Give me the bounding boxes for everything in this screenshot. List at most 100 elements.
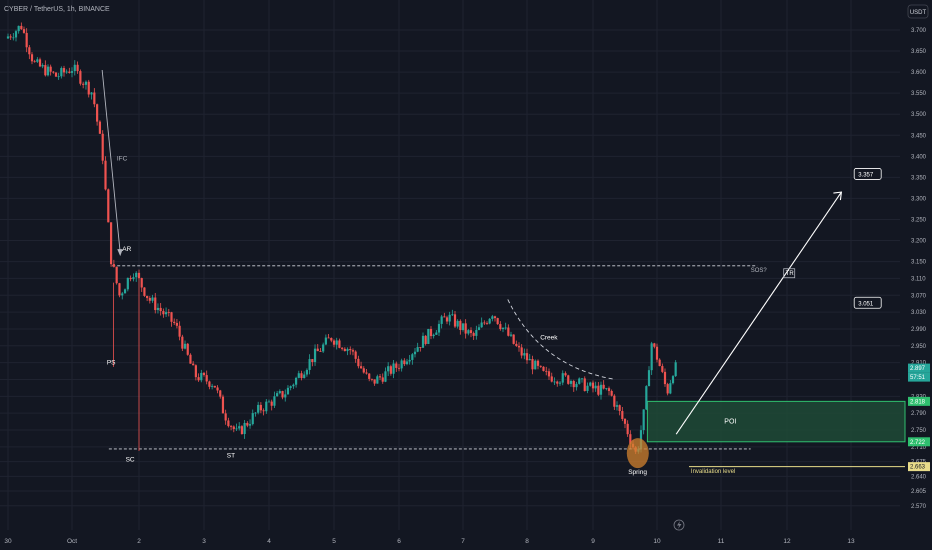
candle-body (254, 412, 257, 414)
lightning-glyph (677, 521, 682, 529)
candle-body (475, 329, 478, 336)
candle-body (54, 72, 58, 77)
price-tick-15: 2.990 (911, 327, 927, 333)
candle-body (25, 32, 28, 48)
candle-body (421, 335, 425, 348)
date-tick-7: 7 (461, 538, 465, 545)
candle-body (504, 327, 507, 329)
candle-body (411, 354, 414, 360)
label-sos: SOS? (751, 268, 768, 274)
candle-body (550, 376, 553, 382)
candle-body (575, 383, 578, 388)
spring-marker[interactable] (626, 438, 649, 469)
candle-body (330, 337, 333, 341)
price-tick-21: 2.750 (911, 428, 927, 434)
price-tick-4: 3.500 (911, 112, 927, 118)
price-tick-10: 3.200 (911, 239, 927, 245)
candle-body (534, 360, 537, 370)
date-tick-5: 5 (332, 538, 336, 545)
currency-badge[interactable] (907, 4, 929, 19)
candle-body (36, 59, 39, 62)
price-tick-2: 3.600 (911, 70, 927, 76)
candle-body (221, 396, 225, 414)
candle-body (610, 390, 613, 396)
symbol-header: CYBER / TetherUS, 1h, BINANCE (4, 6, 110, 13)
candle-body (674, 362, 677, 377)
candle-body (589, 382, 592, 386)
candle-body (297, 373, 300, 378)
candle-body (480, 322, 483, 328)
candle-body (453, 314, 457, 327)
candle-body (594, 385, 597, 389)
candle-body (615, 405, 619, 407)
tr-box (783, 268, 796, 279)
target-high-value: 3.357 (858, 172, 874, 178)
candle-body (262, 410, 265, 412)
candle-body (289, 386, 292, 388)
candle-body (400, 360, 403, 369)
target-high-callout[interactable] (853, 168, 882, 180)
candle-body (123, 289, 127, 294)
candle-body (87, 81, 90, 95)
candle-body (140, 278, 143, 288)
current-price-tag (908, 363, 930, 373)
price-tick-5: 3.450 (911, 133, 927, 139)
target-mid-callout[interactable] (853, 296, 882, 309)
candle-body (569, 380, 573, 384)
time-axis[interactable]: 30 Oct 2 3 4 5 6 7 8 9 10 11 12 13 (4, 538, 855, 545)
date-tick-8: 8 (525, 538, 529, 545)
candle-body (17, 25, 20, 32)
candle-body (46, 66, 50, 76)
candle-body (197, 377, 200, 381)
poi-zone[interactable] (646, 400, 906, 443)
candle-body (477, 327, 481, 330)
date-tick-6: 6 (397, 538, 401, 545)
candle-body (445, 317, 449, 322)
candle-body (459, 320, 462, 331)
projection-arrow[interactable] (675, 191, 842, 435)
candle-body (523, 353, 526, 356)
candle-body (456, 320, 459, 327)
candle-body (501, 327, 505, 330)
price-tick-26: 2.570 (911, 504, 927, 510)
candle-body (267, 401, 271, 403)
candle-body (251, 413, 254, 425)
candle-body (561, 373, 564, 383)
candle-body (580, 378, 584, 380)
candle-body (605, 388, 608, 389)
candle-body (248, 424, 252, 426)
candle-body (528, 358, 531, 361)
candle-body (300, 373, 303, 379)
lightning-icon[interactable] (673, 519, 685, 531)
price-tick-25: 2.605 (911, 489, 927, 495)
candle-body (246, 422, 249, 426)
creek-arc[interactable] (507, 299, 616, 380)
candle-body (485, 323, 489, 324)
candle-body (164, 312, 168, 315)
candle-body (173, 321, 176, 323)
candle-body (467, 330, 470, 334)
candle-body (200, 372, 203, 381)
date-tick-2: 2 (137, 538, 141, 545)
ifc-arrow[interactable] (101, 69, 121, 254)
candle-body (49, 66, 52, 72)
candle-body (14, 31, 18, 38)
candle-body (278, 391, 281, 394)
candle-body (107, 189, 110, 223)
price-tick-7: 3.350 (911, 175, 927, 181)
candle-body (303, 374, 306, 379)
candle-body (41, 65, 44, 67)
candle-body (517, 345, 521, 348)
candle-body (229, 426, 233, 427)
candle-body (154, 297, 157, 311)
candle-body (583, 378, 586, 392)
candle-body (520, 347, 523, 356)
candle-body (642, 409, 645, 431)
candle-body (286, 387, 290, 395)
candle-body (531, 358, 534, 370)
label-spring: Spring (628, 469, 647, 476)
current-price-value: 2.897 (910, 366, 926, 372)
candle-body (413, 351, 417, 355)
candle-body (351, 350, 355, 352)
